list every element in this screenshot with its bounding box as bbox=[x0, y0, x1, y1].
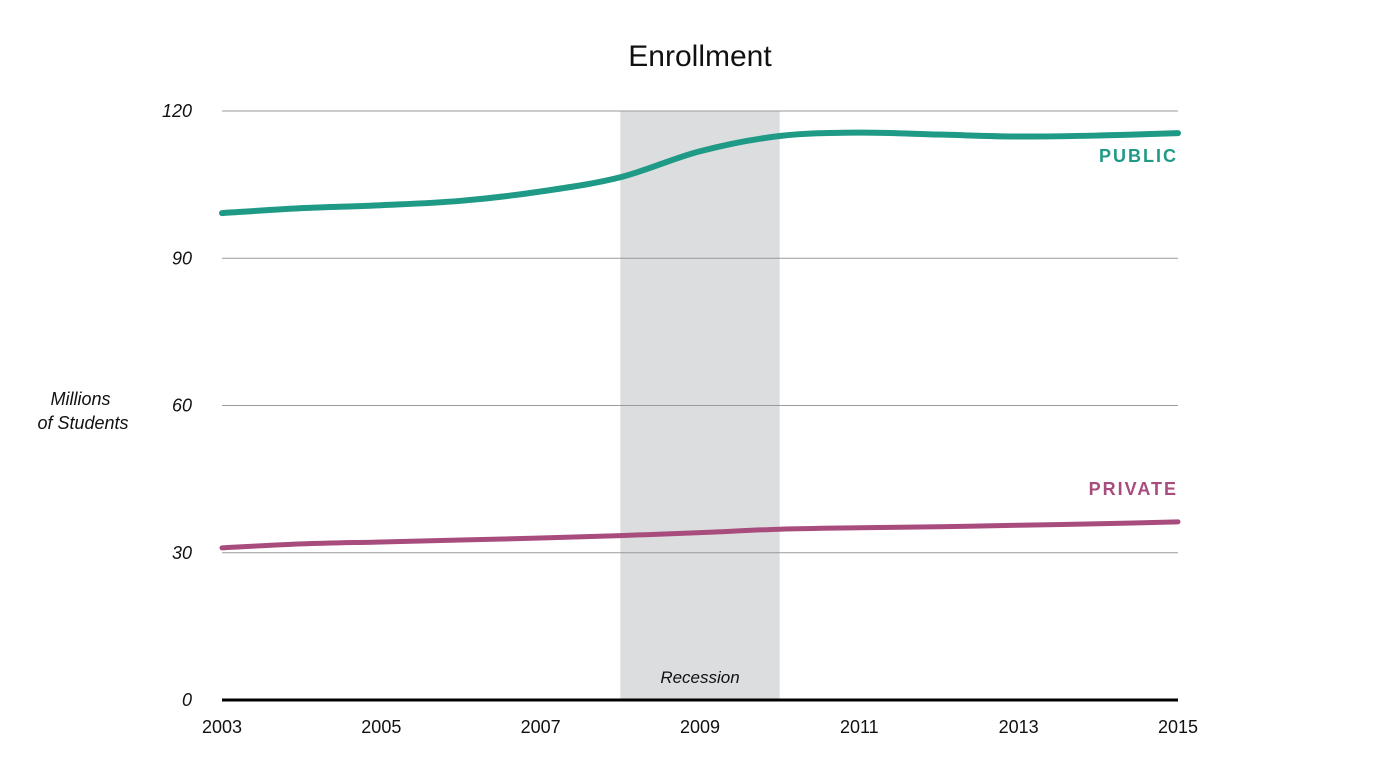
x-tick-label: 2003 bbox=[202, 717, 242, 737]
recession-label: Recession bbox=[660, 668, 739, 687]
y-tick-label: 30 bbox=[172, 543, 192, 563]
y-tick-label: 60 bbox=[172, 396, 192, 416]
series-label-public: PUBLIC bbox=[1099, 146, 1178, 166]
x-tick-label: 2013 bbox=[999, 717, 1039, 737]
y-axis-label-line-2: of Students bbox=[37, 413, 128, 433]
y-axis-label-line-1: Millions bbox=[50, 389, 110, 409]
x-tick-label: 2009 bbox=[680, 717, 720, 737]
y-axis-label: Millions of Students bbox=[37, 389, 128, 433]
y-tick-label: 0 bbox=[182, 690, 192, 710]
series-label-private: PRIVATE bbox=[1089, 479, 1178, 499]
series-lines bbox=[219, 129, 1181, 551]
y-tick-label: 120 bbox=[162, 101, 192, 121]
chart-text: Enrollment Millions of Students Recessio… bbox=[37, 40, 1198, 737]
chart-title: Enrollment bbox=[628, 40, 772, 73]
series-line-private bbox=[219, 519, 1181, 551]
series-line-public bbox=[219, 129, 1181, 217]
x-tick-label: 2005 bbox=[361, 717, 401, 737]
x-tick-label: 2015 bbox=[1158, 717, 1198, 737]
x-tick-label: 2011 bbox=[840, 717, 879, 737]
gridlines bbox=[222, 110, 1178, 554]
y-tick-label: 90 bbox=[172, 248, 192, 268]
x-tick-label: 2007 bbox=[521, 717, 561, 737]
